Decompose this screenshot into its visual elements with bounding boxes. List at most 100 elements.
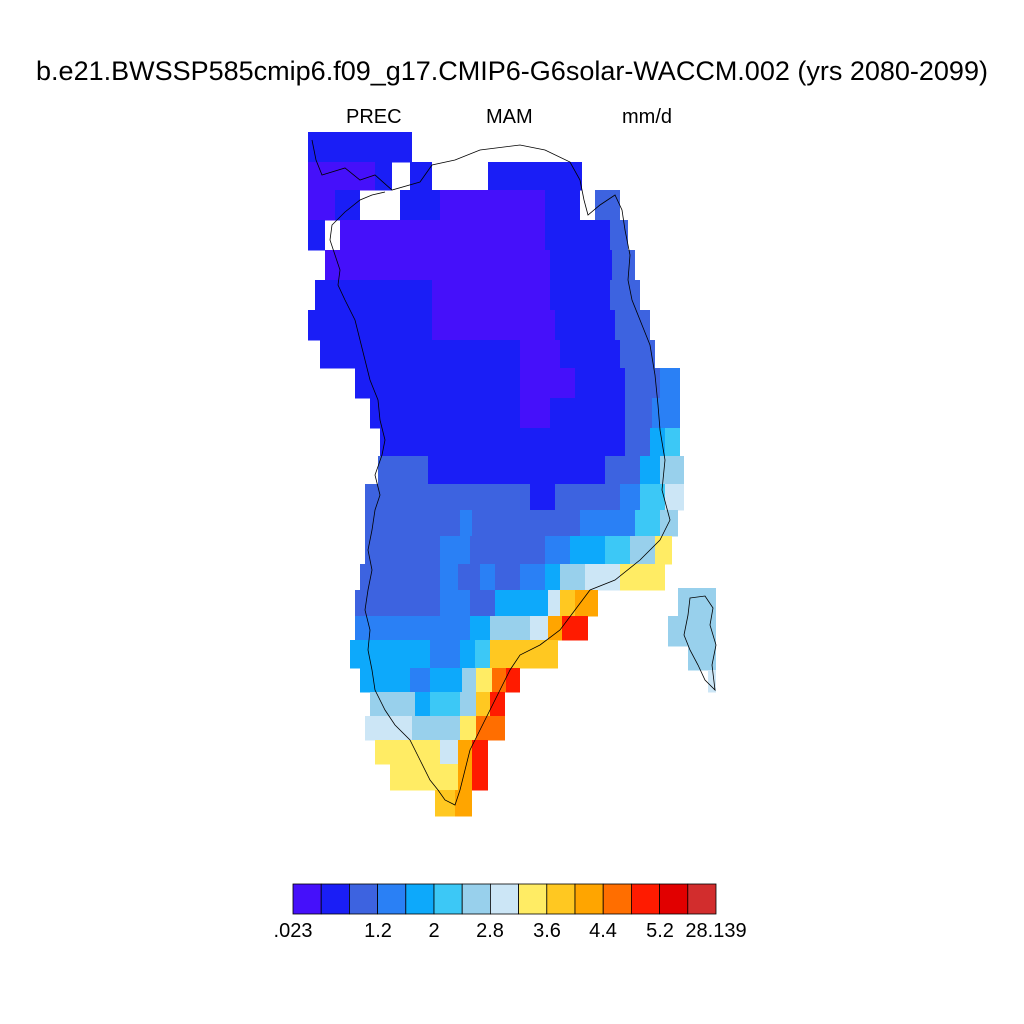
colorbar-tick-label: 2.8 [476, 920, 504, 942]
map-cells [308, 132, 716, 817]
map-cell [550, 398, 625, 429]
map-cell [550, 280, 610, 311]
map-cell [560, 564, 585, 591]
map-cell [360, 564, 440, 591]
coastline [311, 139, 717, 806]
map-cell [545, 190, 580, 221]
map-cell [490, 640, 545, 669]
coastline-iceland [683, 595, 717, 692]
map-cell [545, 220, 610, 251]
map-cell [370, 692, 415, 717]
map-cell [620, 564, 665, 591]
map-cell [520, 564, 545, 591]
colorbar-tick-label: 3.6 [533, 920, 561, 942]
map-cell [378, 456, 428, 485]
map-cell [665, 484, 684, 511]
colorbar-tick-label: 4.4 [589, 920, 617, 942]
map-cell [548, 590, 560, 617]
plot-title: b.e21.BWSSP585cmip6.f09_g17.CMIP6-G6sola… [36, 56, 988, 86]
map-cell [440, 590, 470, 617]
colorbar-tick-label: 1.2 [364, 920, 392, 942]
map-cell [625, 428, 650, 457]
map-cell [560, 340, 620, 369]
map-cell [308, 162, 375, 191]
map-cell [476, 692, 490, 717]
map-cell [430, 668, 462, 693]
map-cell [460, 716, 476, 741]
map-cell [440, 536, 470, 565]
units-label: mm/d [622, 106, 672, 128]
colorbar-box-6 [461, 883, 491, 915]
map-cell [545, 564, 560, 591]
map-cell [458, 564, 480, 591]
map-cell [462, 668, 476, 693]
map-cell [460, 692, 476, 717]
colorbar-box-9 [546, 883, 576, 915]
map-cell [375, 740, 440, 765]
map-cell [625, 368, 660, 399]
map-cell [630, 536, 655, 565]
map-cell [365, 716, 412, 741]
map-cell [562, 616, 575, 641]
colorbar-box-3 [377, 883, 407, 915]
map-cell [470, 590, 495, 617]
map-cell [635, 510, 660, 537]
map-cell [355, 616, 420, 641]
map-cell [325, 250, 440, 281]
map-cell [575, 616, 588, 641]
map-cell [560, 590, 575, 617]
map-cell [432, 310, 555, 341]
map-cell [490, 692, 505, 717]
map-cell [520, 368, 575, 399]
map-cell [365, 510, 460, 537]
colorbar-tick-label: 2 [428, 920, 440, 942]
map-cell [400, 190, 440, 221]
map-cell [365, 484, 530, 511]
map-cell [435, 790, 455, 817]
map-cell [620, 340, 655, 369]
colorbar-box-10 [574, 883, 604, 915]
map-cell [308, 132, 412, 163]
variable-label: PREC [346, 106, 402, 128]
map-cell [640, 456, 660, 485]
map-cell [495, 564, 520, 591]
map-cell [440, 190, 545, 221]
map-cell [375, 162, 392, 191]
colorbar-box-2 [348, 883, 378, 915]
map-cell [665, 428, 680, 457]
map-cell [550, 250, 612, 281]
map-cell [488, 162, 560, 191]
colorbar-box-13 [659, 883, 689, 915]
map-cell [612, 250, 635, 281]
map-cell [490, 616, 530, 641]
colorbar-box-12 [631, 883, 661, 915]
map-cell [655, 536, 672, 565]
map-cell [365, 536, 440, 565]
map-cell [412, 716, 460, 741]
map-cell [455, 790, 472, 817]
map-cell [520, 340, 560, 369]
map-cell [380, 428, 625, 457]
map-cell [410, 668, 430, 693]
colorbar-box-1 [320, 883, 350, 915]
map-cell [430, 692, 460, 717]
map-cell [350, 640, 430, 669]
map-cell [506, 668, 520, 693]
map-cell [610, 220, 628, 251]
map-cell [430, 640, 460, 669]
map-cell [476, 668, 492, 693]
colorbar-box-8 [518, 883, 548, 915]
colorbar-tick-label: 28.139 [685, 920, 747, 942]
map-cell [355, 590, 440, 617]
map-cell [605, 456, 640, 485]
colorbar-box-5 [433, 883, 463, 915]
colorbar-box-4 [405, 883, 435, 915]
map-cell [555, 484, 620, 511]
map-cell [575, 368, 625, 399]
map-cell [415, 692, 430, 717]
map-cell [610, 280, 640, 311]
coastline-west [311, 139, 671, 806]
map-cell [668, 616, 716, 647]
map-cell [440, 740, 458, 765]
